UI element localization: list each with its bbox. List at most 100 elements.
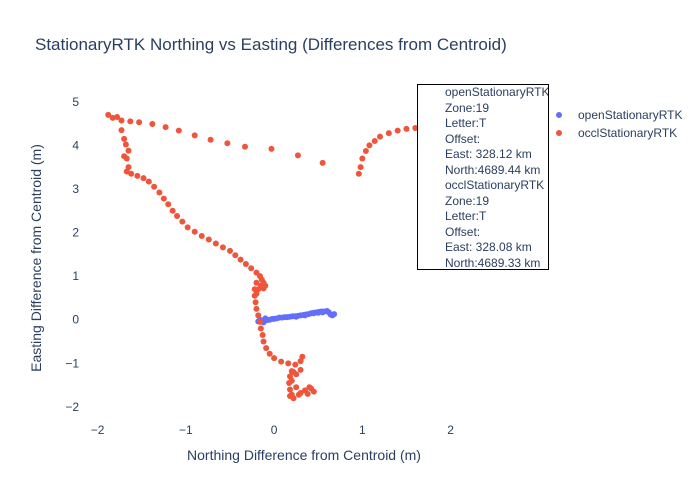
chart-title: StationaryRTK Northing vs Easting (Diffe…	[35, 35, 507, 54]
data-point[interactable]	[299, 353, 306, 360]
data-point[interactable]	[127, 118, 134, 125]
y-tick-label: 2	[72, 226, 79, 240]
data-point[interactable]	[290, 369, 297, 376]
data-point[interactable]	[212, 240, 219, 247]
data-point[interactable]	[242, 143, 248, 150]
data-point[interactable]	[174, 213, 181, 219]
data-point[interactable]	[263, 345, 270, 352]
data-point[interactable]	[252, 299, 259, 306]
data-point[interactable]	[331, 311, 338, 318]
data-point[interactable]	[304, 390, 311, 397]
data-point[interactable]	[262, 315, 269, 322]
data-point[interactable]	[136, 119, 143, 126]
data-point[interactable]	[306, 384, 313, 391]
data-point[interactable]	[359, 155, 366, 162]
data-point[interactable]	[149, 121, 156, 128]
data-point[interactable]	[156, 189, 163, 196]
data-point[interactable]	[319, 309, 326, 316]
data-point[interactable]	[128, 170, 135, 177]
data-point[interactable]	[114, 114, 121, 121]
y-tick-label: −1	[65, 356, 79, 370]
data-point[interactable]	[257, 318, 263, 325]
data-point[interactable]	[366, 142, 373, 149]
data-point[interactable]	[121, 135, 128, 142]
data-point[interactable]	[175, 127, 182, 134]
data-point[interactable]	[293, 384, 300, 391]
x-tick-label: 2	[447, 423, 454, 437]
data-point[interactable]	[310, 310, 317, 317]
data-point[interactable]	[151, 183, 158, 190]
data-point[interactable]	[145, 178, 152, 185]
data-point[interactable]	[371, 138, 378, 145]
data-point[interactable]	[271, 355, 278, 362]
data-point[interactable]	[394, 127, 401, 134]
data-point[interactable]	[293, 313, 300, 320]
data-point[interactable]	[377, 133, 383, 140]
data-point[interactable]	[292, 361, 299, 368]
data-point[interactable]	[294, 152, 301, 159]
offset-annotation-box: openStationaryRTK Zone:19 Letter:T Offset: E…	[417, 84, 549, 270]
data-point[interactable]	[123, 155, 130, 162]
data-point[interactable]	[253, 279, 260, 286]
data-point[interactable]	[287, 386, 293, 393]
data-point[interactable]	[266, 350, 273, 357]
data-point[interactable]	[255, 312, 262, 319]
data-point[interactable]	[184, 224, 191, 231]
data-point[interactable]	[287, 393, 293, 400]
data-point[interactable]	[140, 175, 147, 182]
data-point[interactable]	[207, 136, 214, 143]
data-point[interactable]	[285, 360, 292, 367]
data-point[interactable]	[268, 145, 275, 152]
data-point[interactable]	[253, 305, 260, 312]
data-point[interactable]	[179, 218, 186, 225]
data-point[interactable]	[134, 172, 141, 179]
data-point[interactable]	[118, 117, 125, 124]
data-point[interactable]	[310, 388, 317, 395]
data-point[interactable]	[260, 338, 267, 345]
data-point[interactable]	[403, 125, 410, 132]
data-point[interactable]	[288, 377, 295, 384]
data-point[interactable]	[253, 290, 260, 297]
data-point[interactable]	[191, 132, 198, 139]
data-point[interactable]	[122, 141, 129, 148]
data-point[interactable]	[205, 236, 212, 243]
data-point[interactable]	[302, 312, 308, 319]
data-point[interactable]	[198, 233, 205, 240]
data-point[interactable]	[125, 147, 132, 154]
data-point[interactable]	[237, 256, 244, 263]
data-point[interactable]	[160, 195, 167, 202]
data-point[interactable]	[224, 140, 231, 147]
data-point[interactable]	[232, 252, 239, 259]
legend-item-open[interactable]: openStationaryRTK	[556, 108, 683, 122]
data-point[interactable]	[412, 124, 419, 131]
data-point[interactable]	[165, 201, 172, 208]
annotation-line: East: 328.08 km	[445, 240, 532, 254]
data-point[interactable]	[357, 164, 364, 171]
data-point[interactable]	[169, 207, 176, 214]
legend-item-occl[interactable]: occlStationaryRTK	[556, 126, 677, 140]
data-point[interactable]	[248, 265, 255, 272]
data-point[interactable]	[297, 389, 304, 396]
data-point[interactable]	[105, 111, 112, 118]
data-point[interactable]	[219, 244, 226, 251]
x-tick-label: −2	[91, 423, 105, 437]
x-tick-label: −1	[179, 423, 193, 437]
annotation-line: North:4689.44 km	[445, 162, 541, 177]
legend-label-occl: occlStationaryRTK	[578, 126, 677, 140]
data-point[interactable]	[355, 170, 362, 177]
data-point[interactable]	[278, 358, 285, 365]
data-point[interactable]	[297, 366, 304, 373]
y-axis-title: Easting Difference from Centroid (m)	[28, 144, 44, 372]
data-point[interactable]	[191, 228, 198, 235]
data-point[interactable]	[362, 148, 369, 155]
data-point[interactable]	[259, 332, 266, 338]
data-point[interactable]	[319, 159, 326, 166]
data-point[interactable]	[227, 247, 233, 254]
data-point[interactable]	[257, 325, 264, 332]
data-point[interactable]	[162, 124, 169, 131]
data-point[interactable]	[242, 260, 249, 267]
data-point[interactable]	[315, 309, 322, 316]
data-point[interactable]	[385, 130, 392, 137]
data-point[interactable]	[118, 127, 125, 134]
annotation-line: Offset:	[445, 131, 481, 146]
